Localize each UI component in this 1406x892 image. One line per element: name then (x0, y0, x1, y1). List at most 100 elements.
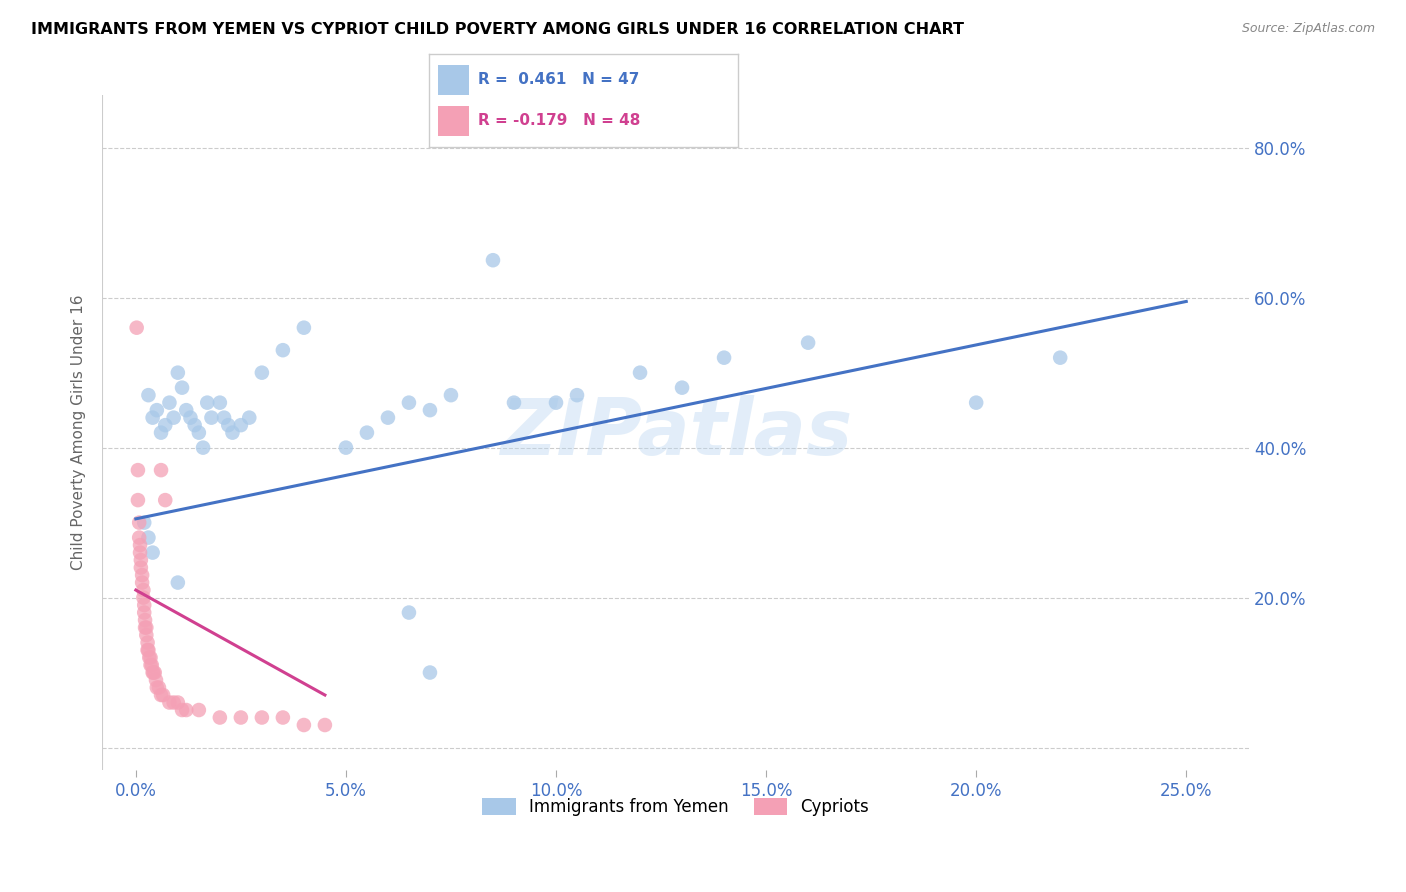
Point (191, 441, 214, 455)
Point (136, 635, 159, 649)
Point (128, 531, 150, 545)
Point (174, 703, 197, 717)
Point (150, 688, 173, 702)
Point (132, 591, 155, 605)
Point (221, 425, 243, 440)
Point (544, 395, 567, 409)
Point (129, 553, 152, 567)
Point (565, 388, 588, 402)
Point (127, 463, 149, 477)
Point (134, 621, 156, 635)
Point (356, 425, 378, 440)
Point (195, 395, 218, 409)
Point (174, 403, 197, 417)
Point (163, 696, 186, 710)
Point (965, 395, 987, 409)
Point (271, 343, 294, 358)
Point (129, 545, 152, 559)
Point (419, 403, 441, 417)
Point (132, 583, 155, 598)
Point (138, 531, 160, 545)
Y-axis label: Child Poverty Among Girls Under 16: Child Poverty Among Girls Under 16 (72, 295, 86, 570)
Point (138, 650, 160, 665)
Point (135, 621, 157, 635)
Point (187, 425, 209, 440)
Point (163, 410, 186, 425)
Point (271, 710, 294, 724)
Point (142, 410, 165, 425)
Point (419, 665, 441, 680)
Text: ZIPatlas: ZIPatlas (499, 394, 852, 471)
Bar (439, 106, 470, 136)
Point (143, 665, 166, 680)
Text: R =  0.461   N = 47: R = 0.461 N = 47 (478, 72, 640, 87)
Point (292, 718, 315, 732)
Point (141, 658, 163, 673)
Point (136, 643, 159, 657)
Point (628, 366, 651, 380)
Legend: Immigrants from Yemen, Cypriots: Immigrants from Yemen, Cypriots (475, 791, 876, 822)
Point (212, 410, 235, 425)
Point (166, 575, 188, 590)
Point (250, 710, 273, 724)
Point (138, 643, 160, 657)
Point (200, 410, 222, 425)
Point (152, 688, 174, 702)
Point (131, 575, 153, 590)
Point (148, 681, 170, 695)
Point (150, 463, 173, 477)
Point (150, 425, 173, 440)
Point (229, 418, 252, 433)
Text: R = -0.179   N = 48: R = -0.179 N = 48 (478, 113, 641, 128)
Point (134, 598, 156, 612)
Bar (439, 65, 470, 95)
Point (170, 381, 193, 395)
Point (671, 381, 693, 395)
Point (292, 320, 315, 334)
Point (335, 441, 357, 455)
Point (187, 703, 209, 717)
Point (146, 681, 169, 695)
Point (138, 388, 160, 402)
Point (797, 335, 820, 350)
Point (131, 568, 153, 582)
Point (134, 606, 156, 620)
Point (208, 395, 231, 409)
Point (128, 516, 150, 530)
Point (250, 366, 273, 380)
Point (398, 395, 420, 409)
Point (142, 665, 165, 680)
Point (155, 418, 177, 433)
Point (208, 710, 231, 724)
Point (129, 560, 152, 574)
Point (314, 718, 336, 732)
Point (127, 493, 149, 508)
Point (217, 418, 239, 433)
Text: Source: ZipAtlas.com: Source: ZipAtlas.com (1241, 22, 1375, 36)
Point (129, 538, 152, 552)
Point (503, 395, 526, 409)
Point (398, 606, 420, 620)
Point (134, 613, 156, 627)
Point (142, 545, 165, 559)
Point (139, 658, 162, 673)
Text: IMMIGRANTS FROM YEMEN VS CYPRIOT CHILD POVERTY AMONG GIRLS UNDER 16 CORRELATION : IMMIGRANTS FROM YEMEN VS CYPRIOT CHILD P… (31, 22, 965, 37)
Point (238, 410, 260, 425)
Point (377, 410, 399, 425)
Point (142, 665, 165, 680)
Point (482, 253, 505, 268)
Point (1049, 351, 1071, 365)
Point (134, 516, 156, 530)
Point (159, 395, 181, 409)
Point (135, 628, 157, 642)
Point (146, 403, 169, 417)
Point (159, 696, 181, 710)
Point (125, 320, 148, 334)
Point (170, 703, 193, 717)
Point (229, 710, 252, 724)
Point (179, 410, 201, 425)
Point (713, 351, 735, 365)
Point (440, 388, 463, 402)
Point (145, 673, 167, 687)
Point (183, 418, 205, 433)
